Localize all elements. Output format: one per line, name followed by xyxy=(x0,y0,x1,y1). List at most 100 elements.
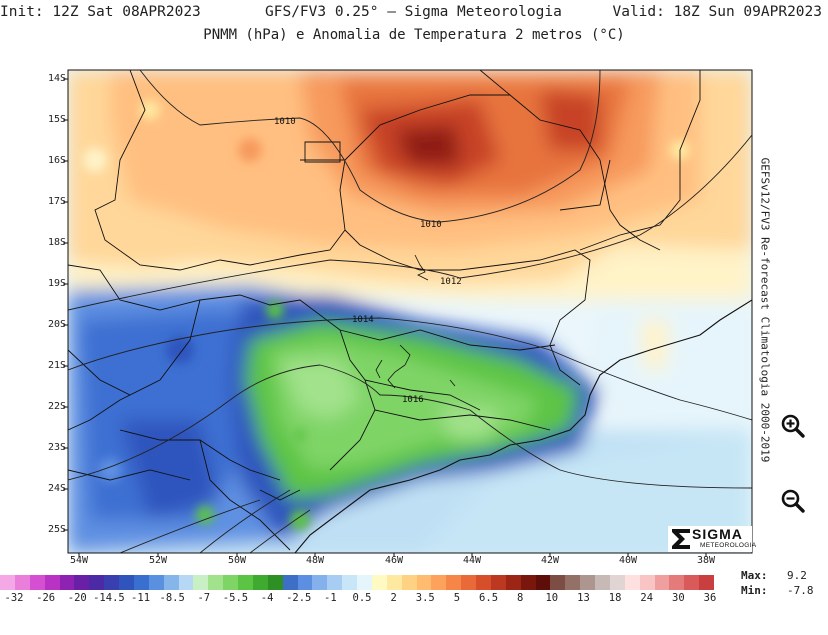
color-swatch xyxy=(565,575,581,590)
coastline xyxy=(294,299,752,553)
max-value: 9.2 xyxy=(787,569,807,582)
color-swatch xyxy=(252,575,268,590)
color-swatch xyxy=(29,575,45,590)
lon-label: 54W xyxy=(69,555,89,566)
lat-label: 24S xyxy=(47,483,66,494)
color-swatch xyxy=(490,575,506,590)
lat-label: 21S xyxy=(47,360,66,371)
color-swatch xyxy=(59,575,75,590)
isobar-labels: 1010 1010 1012 1014 1016 xyxy=(274,117,462,405)
climatology-label: GEFSv12/FV3 Re-forecast Climatologia 200… xyxy=(758,157,772,463)
lat-label: 14S xyxy=(47,73,66,84)
color-scale-tick: 24 xyxy=(640,592,654,604)
lon-label: 50W xyxy=(227,555,247,566)
lat-label: 25S xyxy=(47,524,66,535)
political-borders xyxy=(68,70,701,551)
color-scale-tick: -8.5 xyxy=(159,592,185,604)
color-scale-tick: 5 xyxy=(453,592,461,604)
min-label: Min: xyxy=(741,584,768,597)
zoom-in-button[interactable] xyxy=(780,413,806,439)
color-scale xyxy=(0,575,714,590)
color-swatch xyxy=(327,575,343,590)
isobar-label: 1010 xyxy=(274,117,296,127)
logo-sub: METEOROLOGIA xyxy=(700,542,757,549)
color-scale-tick: -26 xyxy=(36,592,56,604)
lon-label: 52W xyxy=(148,555,168,566)
color-scale-tick: 18 xyxy=(608,592,622,604)
lon-ticks xyxy=(78,553,707,557)
color-swatch xyxy=(357,575,372,590)
sigma-logo-icon xyxy=(672,529,690,549)
color-scale-tick: -2.5 xyxy=(286,592,312,604)
isobar-label: 1010 xyxy=(420,220,442,230)
color-swatch xyxy=(163,575,179,590)
color-swatch xyxy=(654,575,670,590)
lon-label: 48W xyxy=(305,555,325,566)
color-swatch xyxy=(580,575,595,590)
init-time: Init: 12Z Sat 08APR2023 xyxy=(0,4,201,20)
color-scale-tick: -4 xyxy=(260,592,274,604)
anomaly-speckle xyxy=(83,100,690,530)
lat-label: 16S xyxy=(47,155,66,166)
isobar-label: 1012 xyxy=(440,277,462,287)
color-swatch xyxy=(74,575,90,590)
lat-label: 17S xyxy=(47,196,66,207)
color-scale-tick: 3.5 xyxy=(415,592,435,604)
color-swatch xyxy=(223,575,238,590)
temperature-anomaly-map: 1010 1010 1012 1014 1016 xyxy=(63,69,753,557)
color-scale-tick: -20 xyxy=(67,592,87,604)
color-swatch xyxy=(104,575,119,590)
map-title: PNMM (hPa) e Anomalia de Temperatura 2 m… xyxy=(203,27,625,43)
color-swatch xyxy=(14,575,30,590)
zoom-in-icon xyxy=(781,414,805,438)
color-swatch xyxy=(699,575,714,590)
color-swatch xyxy=(178,575,194,590)
lakes xyxy=(375,254,456,389)
zoom-out-icon xyxy=(781,489,805,513)
color-scale-tick: -5.5 xyxy=(222,592,249,604)
color-swatch xyxy=(148,575,164,590)
color-swatch xyxy=(624,575,640,590)
color-swatch xyxy=(89,575,105,590)
valid-time: Valid: 18Z Sun 09APR2023 xyxy=(612,4,822,20)
color-scale-tick: 0.5 xyxy=(352,592,372,604)
color-swatch xyxy=(386,575,402,590)
color-swatch xyxy=(297,575,313,590)
color-swatch xyxy=(282,575,298,590)
sigma-logo: SIGMA METEOROLOGIA xyxy=(668,526,756,552)
color-scale-tick: -7 xyxy=(197,592,211,604)
isobar-label: 1016 xyxy=(402,395,424,405)
zoom-out-button[interactable] xyxy=(780,488,806,514)
lat-label: 18S xyxy=(47,237,66,248)
color-swatch xyxy=(669,575,685,590)
color-swatch xyxy=(446,575,462,590)
color-swatch xyxy=(312,575,328,590)
color-swatch xyxy=(119,575,134,590)
lon-label: 40W xyxy=(618,555,638,566)
color-scale-tick: 13 xyxy=(577,592,590,604)
lat-label: 15S xyxy=(47,114,66,125)
color-swatch xyxy=(401,575,417,590)
color-scale-tick: 6.5 xyxy=(479,592,499,604)
anomaly-field xyxy=(68,70,752,553)
model-label: GFS/FV3 0.25° — Sigma Meteorologia xyxy=(265,4,562,20)
lon-label: 38W xyxy=(696,555,716,566)
color-scale-tick: 10 xyxy=(545,592,559,604)
isobar-contours xyxy=(68,70,752,553)
lat-label: 23S xyxy=(47,442,66,453)
lat-label: 19S xyxy=(47,278,66,289)
color-swatch xyxy=(639,575,655,590)
color-swatch xyxy=(535,575,551,590)
color-swatch xyxy=(461,575,476,590)
color-swatch xyxy=(238,575,253,590)
color-swatch xyxy=(193,575,209,590)
lat-label: 20S xyxy=(47,319,66,330)
min-value: -7.8 xyxy=(787,584,814,597)
color-swatch xyxy=(133,575,149,590)
map-frame xyxy=(67,69,753,554)
color-swatch xyxy=(684,575,700,590)
color-swatch xyxy=(342,575,357,590)
color-swatch xyxy=(267,575,283,590)
color-swatch xyxy=(0,575,15,590)
color-scale-tick: -32 xyxy=(4,592,24,604)
